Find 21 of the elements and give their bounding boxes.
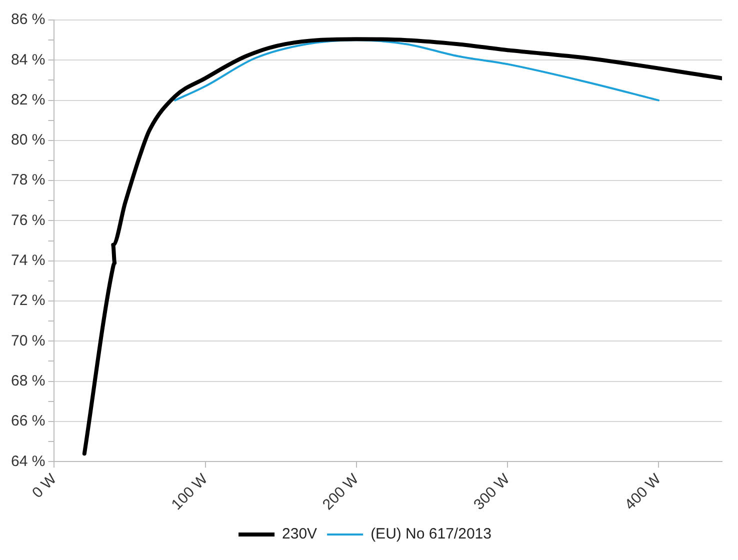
y-tick-label: 68 % <box>10 372 46 390</box>
x-tick-label: 200 W <box>319 470 363 514</box>
x-tick-label: 400 W <box>622 470 665 514</box>
y-tick-label: 72 % <box>10 292 46 310</box>
line-series <box>82 37 722 456</box>
x-tick-label: 300 W <box>470 470 514 514</box>
y-tick-label: 74 % <box>10 252 46 270</box>
line-series <box>174 39 660 102</box>
y-tick-label: 64 % <box>10 452 46 470</box>
y-tick-label: 86 % <box>10 11 46 28</box>
legend-label: (EU) No 617/2013 <box>370 526 492 543</box>
y-tick-label: 76 % <box>10 212 46 229</box>
x-tick-label: 0 W <box>29 470 61 502</box>
x-tick-label: 100 W <box>168 470 212 514</box>
y-tick-label: 80 % <box>10 132 46 149</box>
legend-label: 230V <box>282 526 318 543</box>
y-tick-label: 70 % <box>10 332 46 350</box>
y-tick-label: 82 % <box>10 91 46 108</box>
y-tick-label: 78 % <box>10 172 46 189</box>
y-tick-label: 66 % <box>10 412 46 430</box>
y-tick-label: 84 % <box>10 51 46 68</box>
